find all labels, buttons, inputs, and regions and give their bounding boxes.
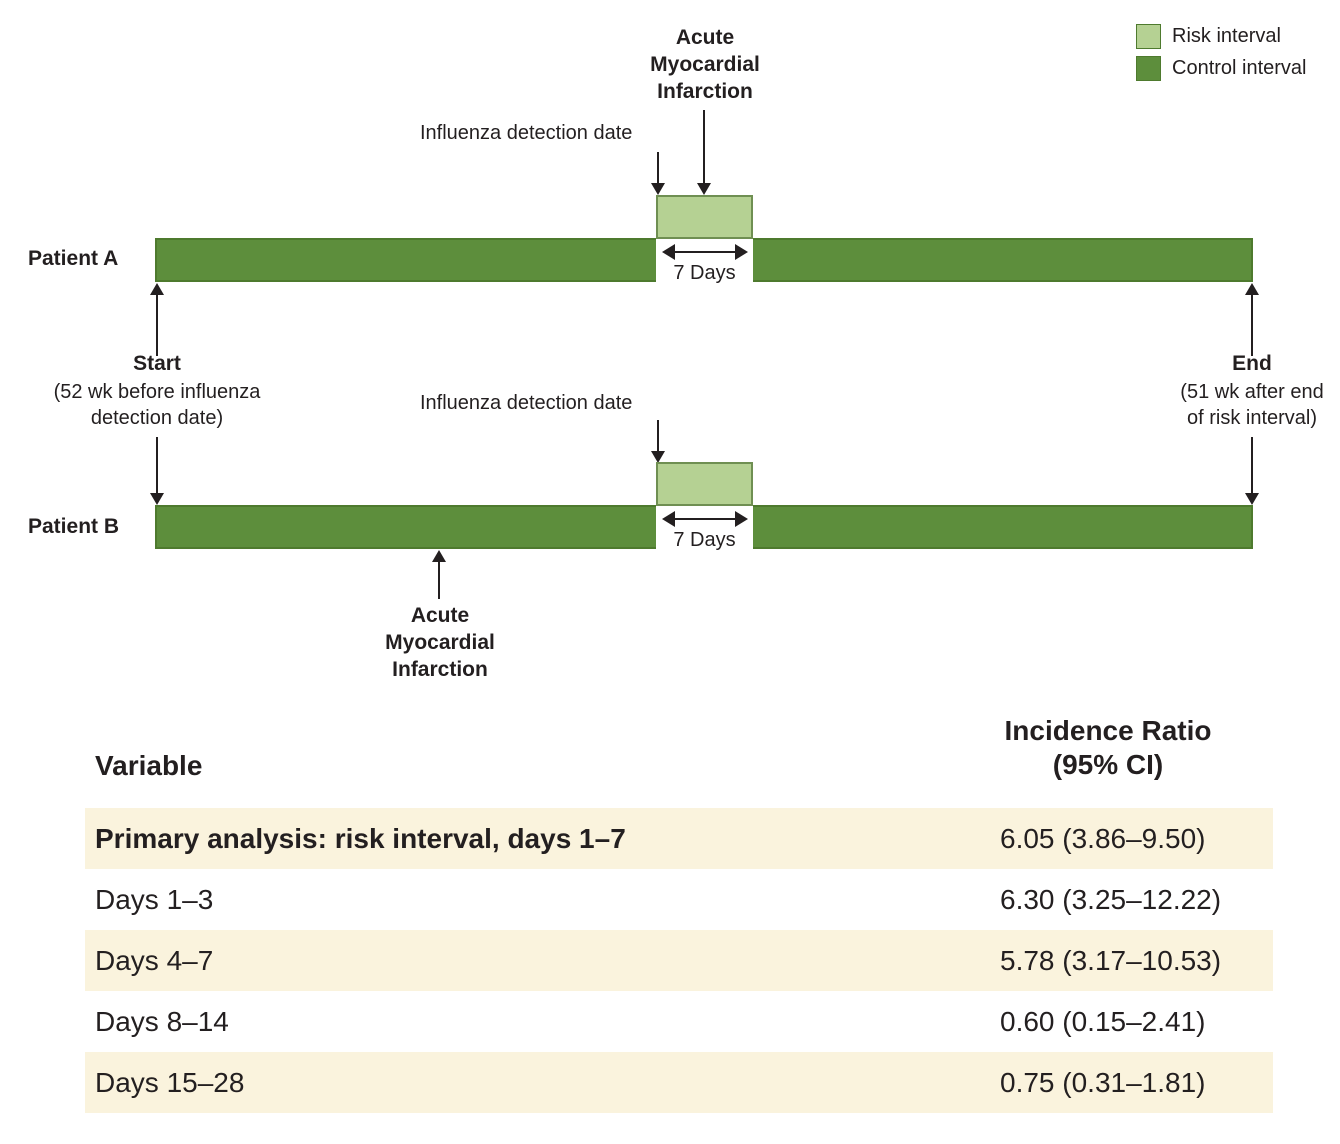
row-value: 0.60 (0.15–2.41) xyxy=(1000,1005,1206,1037)
table-row: Days 8–14 0.60 (0.15–2.41) xyxy=(85,991,1273,1052)
legend-item-risk: Risk interval xyxy=(1136,24,1307,49)
row-variable: Days 1–3 xyxy=(95,883,214,915)
end-title: End xyxy=(1232,352,1272,375)
patient-a-label: Patient A xyxy=(28,247,119,270)
start-title: Start xyxy=(133,352,181,375)
patient-a-risk-interval xyxy=(656,195,753,239)
table-header: Variable Incidence Ratio (95% CI) xyxy=(85,702,1273,786)
row-variable: Days 8–14 xyxy=(95,1005,229,1037)
table-row: Days 1–3 6.30 (3.25–12.22) xyxy=(85,869,1273,930)
end-arrow-lower-icon xyxy=(1245,437,1259,505)
seven-days-arrow-a-icon xyxy=(662,244,748,260)
results-table: Variable Incidence Ratio (95% CI) Primar… xyxy=(85,702,1273,1113)
start-subtitle: (52 wk before influenza detection date) xyxy=(53,381,261,429)
start-arrow-upper-icon xyxy=(150,283,164,356)
table-row: Primary analysis: risk interval, days 1–… xyxy=(85,808,1273,869)
influenza-detection-label-b: Influenza detection date xyxy=(420,392,633,414)
patient-b-label: Patient B xyxy=(28,515,120,538)
legend-label-risk: Risk interval xyxy=(1172,25,1281,47)
influenza-detection-label-a: Influenza detection date xyxy=(420,122,633,144)
row-value: 0.75 (0.31–1.81) xyxy=(1000,1066,1206,1098)
influenza-arrow-b-icon xyxy=(651,420,665,463)
table-body: Primary analysis: risk interval, days 1–… xyxy=(85,808,1273,1113)
risk-interval-swatch-icon xyxy=(1136,24,1161,49)
patient-b-risk-interval xyxy=(656,462,753,506)
row-value: 5.78 (3.17–10.53) xyxy=(1000,944,1222,976)
row-variable: Primary analysis: risk interval, days 1–… xyxy=(95,822,626,854)
start-arrow-lower-icon xyxy=(150,437,164,505)
row-variable: Days 4–7 xyxy=(95,944,214,976)
table-row: Days 4–7 5.78 (3.17–10.53) xyxy=(85,930,1273,991)
legend-label-control: Control interval xyxy=(1172,57,1307,79)
column-header-incidence-ratio: Incidence Ratio (95% CI) xyxy=(1004,715,1212,780)
row-value: 6.30 (3.25–12.22) xyxy=(1000,883,1222,915)
risk-duration-label-b: 7 Days xyxy=(673,529,736,551)
influenza-arrow-a-icon xyxy=(651,152,665,195)
column-header-variable: Variable xyxy=(95,750,203,781)
ami-label-bottom: Acute Myocardial Infarction xyxy=(385,604,495,681)
control-interval-swatch-icon xyxy=(1136,56,1161,81)
end-arrow-upper-icon xyxy=(1245,283,1259,356)
table-row: Days 15–28 0.75 (0.31–1.81) xyxy=(85,1052,1273,1113)
risk-duration-label-a: 7 Days xyxy=(673,262,736,284)
ami-arrow-top-icon xyxy=(697,110,711,195)
row-value: 6.05 (3.86–9.50) xyxy=(1000,822,1206,854)
legend-item-control: Control interval xyxy=(1136,56,1307,81)
ami-arrow-bottom-icon xyxy=(432,550,446,599)
ami-label-top: Acute Myocardial Infarction xyxy=(650,26,760,103)
row-variable: Days 15–28 xyxy=(95,1066,245,1098)
seven-days-arrow-b-icon xyxy=(662,511,748,527)
legend: Risk interval Control interval xyxy=(1136,24,1307,88)
end-subtitle: (51 wk after end of risk interval) xyxy=(1180,381,1324,429)
